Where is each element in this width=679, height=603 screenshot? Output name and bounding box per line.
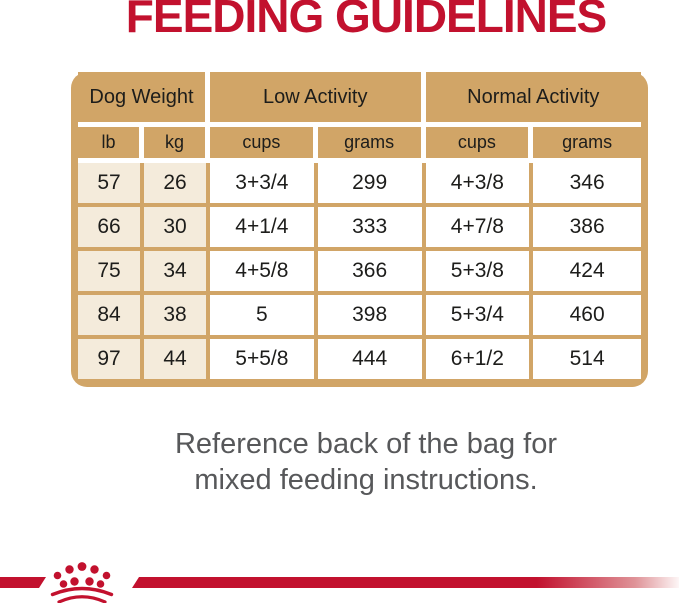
note-line-2: mixed feeding instructions. (194, 464, 538, 496)
table-cell: 299 (317, 163, 426, 207)
table-cell: 514 (533, 339, 641, 379)
table-cell: 3+3/4 (210, 163, 318, 207)
table-cell: 84 (78, 295, 144, 339)
table-cell: 30 (144, 207, 210, 251)
royal-canin-crown-icon (50, 562, 114, 603)
table-cell: 5 (210, 295, 318, 339)
note-text: Reference back of the bag for mixed feed… (53, 426, 679, 498)
table-cell: 5+3/4 (425, 295, 534, 339)
page-title: FEEDING GUIDELINES (125, 0, 607, 42)
table-cell: 38 (144, 295, 210, 339)
feeding-guidelines-table: Dog Weight Low Activity Normal Activity … (71, 72, 648, 387)
column-group-normal-activity: Normal Activity (425, 72, 641, 127)
table-cell: 4+5/8 (210, 251, 318, 295)
table-cell: 34 (144, 251, 210, 295)
table-cell: 97 (78, 339, 144, 379)
table-cell: 4+1/4 (210, 207, 318, 251)
column-header-normal-cups: cups (425, 127, 534, 163)
table-cell: 26 (144, 163, 210, 207)
column-header-kg: kg (144, 127, 210, 163)
table-cell: 66 (78, 207, 144, 251)
table-cell: 5+3/8 (425, 251, 534, 295)
table-cell: 4+7/8 (425, 207, 534, 251)
table-cell: 444 (317, 339, 426, 379)
table-cell: 5+5/8 (210, 339, 318, 379)
table-cell: 75 (78, 251, 144, 295)
column-header-low-grams: grams (317, 127, 426, 163)
column-header-lb: lb (78, 127, 144, 163)
table-cell: 460 (533, 295, 641, 339)
table-cell: 333 (317, 207, 426, 251)
table-cell: 57 (78, 163, 144, 207)
table-cell: 44 (144, 339, 210, 379)
table-cell: 346 (533, 163, 641, 207)
footer-stripe-right (132, 577, 679, 588)
table-cell: 366 (317, 251, 426, 295)
footer-stripe-left (0, 577, 46, 588)
table-cell: 424 (533, 251, 641, 295)
column-group-dog-weight: Dog Weight (78, 72, 210, 127)
column-header-low-cups: cups (210, 127, 318, 163)
table-cell: 386 (533, 207, 641, 251)
table-cell: 6+1/2 (425, 339, 534, 379)
table-cell: 4+3/8 (425, 163, 534, 207)
note-line-1: Reference back of the bag for (174, 428, 558, 460)
column-group-low-activity: Low Activity (210, 72, 426, 127)
column-header-normal-grams: grams (533, 127, 641, 163)
table-cell: 398 (317, 295, 426, 339)
